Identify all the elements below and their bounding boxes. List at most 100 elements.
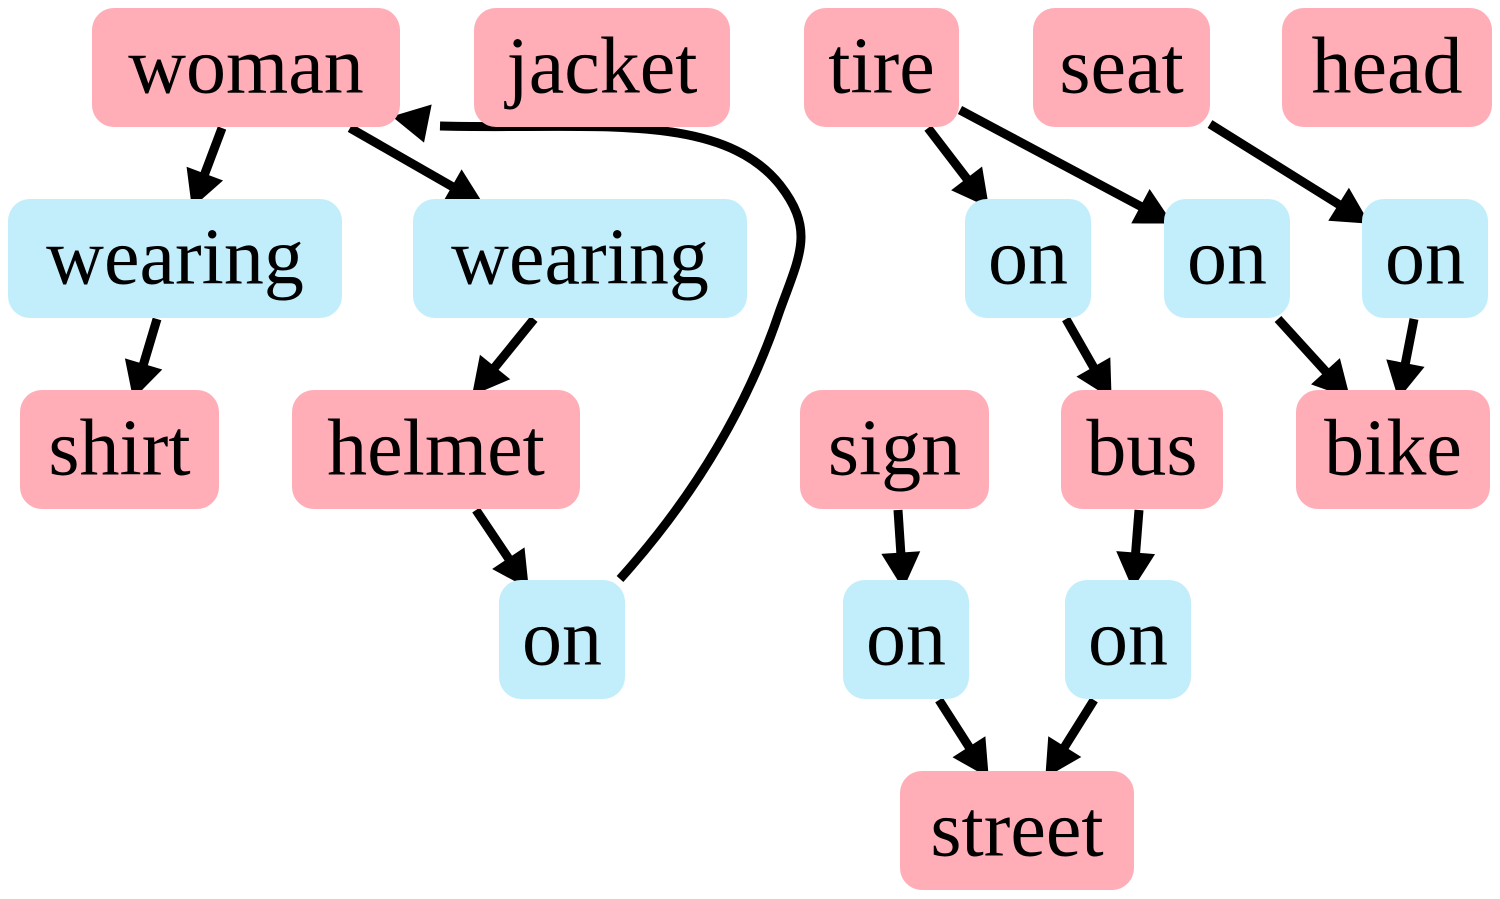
node-label: on — [1187, 214, 1267, 302]
edge-line — [490, 316, 538, 371]
edge-line — [1060, 697, 1098, 751]
node-label: street — [930, 786, 1103, 874]
arrowhead-icon — [1328, 187, 1370, 224]
node-helmet: helmet — [292, 390, 580, 509]
edge-line — [1400, 318, 1419, 366]
arrowhead-icon — [951, 166, 989, 208]
edge-line — [1062, 316, 1099, 371]
node-on_helmet_woman: on — [499, 580, 625, 699]
arrowhead-icon — [186, 166, 224, 208]
edges-layer — [124, 104, 1425, 778]
relation-node-box — [499, 580, 625, 699]
node-label: tire — [828, 23, 935, 111]
node-label: bike — [1324, 405, 1462, 493]
object-node-box — [1282, 8, 1492, 127]
node-label: sign — [828, 405, 961, 493]
node-on_bus_street: on — [1065, 580, 1191, 699]
edge-on_tire_bike-to-bike — [1274, 315, 1351, 399]
edge-on_head_bike-to-bike — [1386, 318, 1425, 400]
edge-tire-to-on_tire_bus — [924, 125, 989, 208]
edge-on_tire_bus-to-bus — [1062, 316, 1112, 399]
relation-node-box — [965, 199, 1091, 318]
node-label: on — [1385, 214, 1465, 302]
edge-woman-to-wearing2 — [347, 124, 484, 205]
arrowhead-icon — [1076, 357, 1112, 399]
edge-line — [472, 507, 513, 562]
node-head: head — [1282, 8, 1492, 127]
edge-head-to-on_head_bike — [1207, 120, 1370, 224]
edge-on_bus_street-to-street — [1045, 697, 1098, 778]
node-wearing2: wearing — [413, 199, 747, 318]
relation-node-box — [8, 199, 342, 318]
arrowhead-icon — [881, 551, 921, 590]
edge-line — [1207, 120, 1343, 209]
node-label: shirt — [48, 405, 190, 493]
arrowhead-icon — [1116, 551, 1156, 590]
object-node-box — [20, 390, 219, 509]
node-label: on — [988, 214, 1068, 302]
node-tire: tire — [804, 8, 959, 127]
node-label: head — [1311, 23, 1462, 111]
edge-line — [957, 106, 1144, 211]
relation-node-box — [1164, 199, 1290, 318]
arrowhead-icon — [124, 358, 163, 400]
edge-helmet-to-on_helmet_woman — [472, 507, 529, 589]
edge-on_sign_street-to-street — [935, 697, 989, 778]
arrowhead-icon — [952, 736, 989, 778]
object-node-box — [1061, 390, 1223, 509]
edge-line — [924, 125, 972, 183]
arrowhead-icon — [1131, 189, 1173, 224]
edge-line — [200, 126, 227, 177]
node-bus: bus — [1061, 390, 1223, 509]
node-label: helmet — [327, 405, 545, 493]
node-label: bus — [1086, 405, 1197, 493]
object-node-box — [474, 8, 730, 127]
object-node-box — [804, 8, 959, 127]
nodes-layer: woman jacket tire seat head wearing wearing on o… — [8, 8, 1492, 890]
edge-line — [1274, 315, 1330, 376]
arrowhead-icon — [391, 104, 432, 143]
edge-line — [347, 124, 456, 192]
object-node-box — [292, 390, 580, 509]
object-node-box — [900, 771, 1134, 890]
arrowhead-icon — [1311, 358, 1351, 399]
relation-node-box — [413, 199, 747, 318]
node-on_head_bike: on — [1362, 199, 1488, 318]
node-label: seat — [1059, 23, 1183, 111]
node-on_sign_street: on — [843, 580, 969, 699]
arrowhead-icon — [492, 547, 529, 589]
edge-line — [138, 317, 162, 367]
edge-sign-to-on_sign_street — [881, 509, 921, 590]
node-sign: sign — [800, 390, 989, 509]
object-node-box — [1033, 8, 1210, 127]
relation-node-box — [1362, 199, 1488, 318]
node-bike: bike — [1296, 390, 1490, 509]
node-label: woman — [128, 23, 364, 111]
node-on_tire_bike: on — [1164, 199, 1290, 318]
node-label: jacket — [504, 23, 698, 111]
node-label: on — [522, 595, 602, 683]
node-label: wearing — [451, 214, 709, 302]
edge-line — [893, 509, 906, 555]
node-label: on — [1088, 595, 1168, 683]
node-street: street — [900, 771, 1134, 890]
arrowhead-icon — [1045, 736, 1082, 778]
edge-bus-to-on_bus_street — [1116, 509, 1156, 590]
edge-curve — [439, 121, 806, 583]
object-node-box — [92, 8, 400, 127]
object-node-box — [1296, 390, 1490, 509]
node-shirt: shirt — [20, 390, 219, 509]
node-on_tire_bus: on — [965, 199, 1091, 318]
node-wearing1: wearing — [8, 199, 342, 318]
node-seat: seat — [1033, 8, 1210, 127]
edge-line — [1131, 509, 1144, 555]
edge-on_helmet_woman-to-woman — [391, 104, 806, 583]
edge-wearing1-to-shirt — [124, 317, 163, 400]
relation-node-box — [843, 580, 969, 699]
arrowhead-icon — [1386, 359, 1425, 400]
node-label: wearing — [46, 214, 304, 302]
node-jacket: jacket — [474, 8, 730, 127]
edge-tire-to-on_tire_bike — [957, 106, 1173, 224]
object-node-box — [800, 390, 989, 509]
